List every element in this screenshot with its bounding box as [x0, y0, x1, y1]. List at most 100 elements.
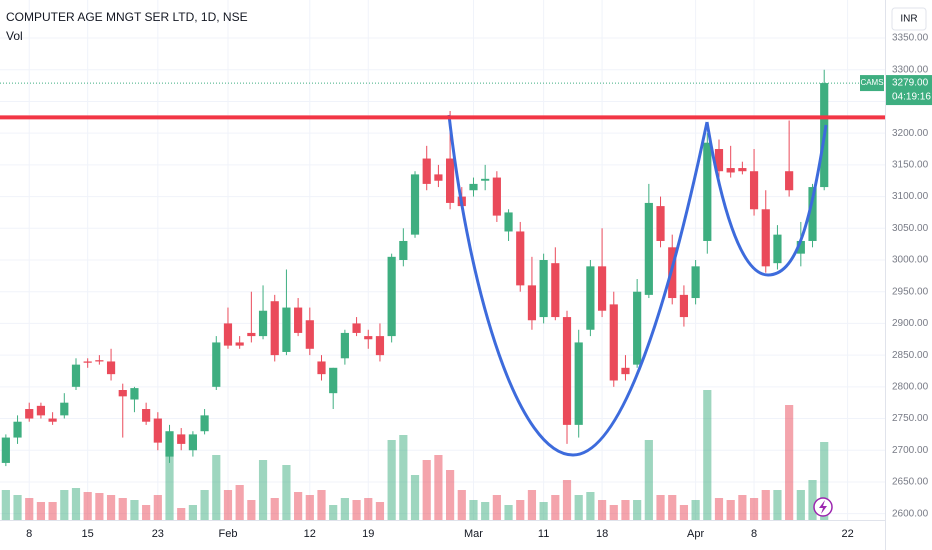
candle-body: [446, 158, 455, 203]
volume-bar: [586, 492, 595, 520]
volume-bar: [539, 502, 548, 520]
x-tick-label: Feb: [218, 528, 237, 540]
volume-bar: [13, 495, 22, 520]
candle-body: [539, 260, 548, 318]
candle-body: [13, 421, 22, 438]
candle-body: [188, 434, 197, 451]
candle-body: [516, 231, 525, 286]
candle-body: [1, 437, 10, 463]
candle-body: [469, 183, 478, 191]
candle-body: [387, 256, 396, 337]
candle-body: [258, 310, 268, 337]
volume-bar: [785, 405, 794, 520]
volume-bar: [282, 465, 291, 520]
candle-body: [621, 367, 630, 375]
volume-bar: [399, 435, 408, 520]
overlay-layer: [0, 82, 885, 120]
volume-bar: [317, 490, 326, 520]
candle-body: [773, 234, 782, 264]
volume-bar: [410, 475, 420, 520]
candle-body: [644, 202, 653, 295]
y-tick-label: 3350.00: [892, 33, 929, 44]
chart-title: COMPUTER AGE MNGT SER LTD, 1D, NSE: [6, 10, 248, 24]
volume-bar: [527, 490, 537, 520]
candle-body: [492, 177, 501, 216]
currency-button[interactable]: [891, 7, 927, 31]
volume-bar: [247, 500, 256, 520]
candle-body: [714, 149, 724, 172]
volume-bar: [142, 505, 151, 520]
currency-label[interactable]: INR: [900, 14, 917, 25]
candle-body: [633, 291, 642, 365]
x-tick-label: 8: [751, 528, 757, 540]
candle-body: [71, 364, 81, 387]
candle-body: [656, 206, 665, 241]
volume-bar: [340, 498, 349, 520]
candle-body: [130, 388, 139, 400]
handle-curve: [705, 121, 828, 277]
candle-body: [48, 418, 57, 422]
candle-body: [83, 361, 92, 363]
volume-bar: [691, 500, 700, 520]
candle-body: [808, 187, 817, 241]
candle-body: [609, 304, 618, 381]
volume-bar: [703, 390, 712, 520]
volume-bar: [446, 470, 455, 520]
x-tick-label: Mar: [464, 528, 483, 540]
candle-body: [329, 367, 338, 394]
lightning-bolt: [819, 500, 827, 514]
volume-bar: [609, 505, 618, 520]
candle-body: [223, 323, 233, 346]
y-tick-label: 2750.00: [892, 413, 929, 424]
x-tick-label: 15: [82, 528, 94, 540]
candle-body: [410, 174, 420, 235]
volume-bar: [469, 500, 478, 520]
candle-body: [504, 212, 513, 232]
candle-body: [305, 320, 314, 349]
y-tick-label: 3150.00: [892, 160, 929, 171]
candle-body: [364, 336, 373, 340]
x-tick-label: 18: [596, 528, 608, 540]
y-tick-label: 2900.00: [892, 318, 929, 329]
candle-body: [399, 240, 408, 260]
candle-body: [761, 209, 770, 267]
x-tick-label: 12: [304, 528, 316, 540]
volume-bar: [130, 500, 139, 520]
candle-body: [785, 171, 794, 191]
candle-body: [118, 390, 127, 397]
candle-body: [422, 158, 431, 184]
x-tick-label: 8: [26, 528, 32, 540]
candle-body: [95, 360, 104, 362]
candle-body: [679, 294, 689, 318]
candle-body: [212, 342, 221, 387]
candle-body: [703, 142, 712, 241]
volume-bar: [387, 440, 396, 520]
volume-bar: [188, 505, 197, 520]
volume-bar: [808, 480, 817, 520]
volume-bar: [422, 460, 431, 520]
y-tick-label: 3000.00: [892, 255, 929, 266]
volume-bar: [597, 500, 607, 520]
volume-bar: [621, 500, 630, 520]
candle-body: [282, 307, 291, 352]
candle-body: [691, 266, 700, 299]
volume-bar: [434, 455, 443, 520]
x-tick-label: 11: [538, 528, 549, 540]
candle-body: [60, 402, 69, 416]
candle-body: [481, 178, 490, 181]
candle-body: [726, 168, 735, 173]
symbol-label: CAMS: [860, 78, 883, 87]
candle-body: [317, 361, 326, 375]
volume-bar: [118, 498, 127, 520]
y-tick-label: 2850.00: [892, 350, 929, 361]
candle-body: [165, 431, 174, 457]
price-badge: [886, 75, 932, 106]
y-tick-label: 2700.00: [892, 445, 929, 456]
volume-bar: [153, 495, 162, 520]
x-tick-label: 23: [152, 528, 164, 540]
volume-bar: [95, 493, 104, 520]
volume-bar: [270, 498, 279, 520]
